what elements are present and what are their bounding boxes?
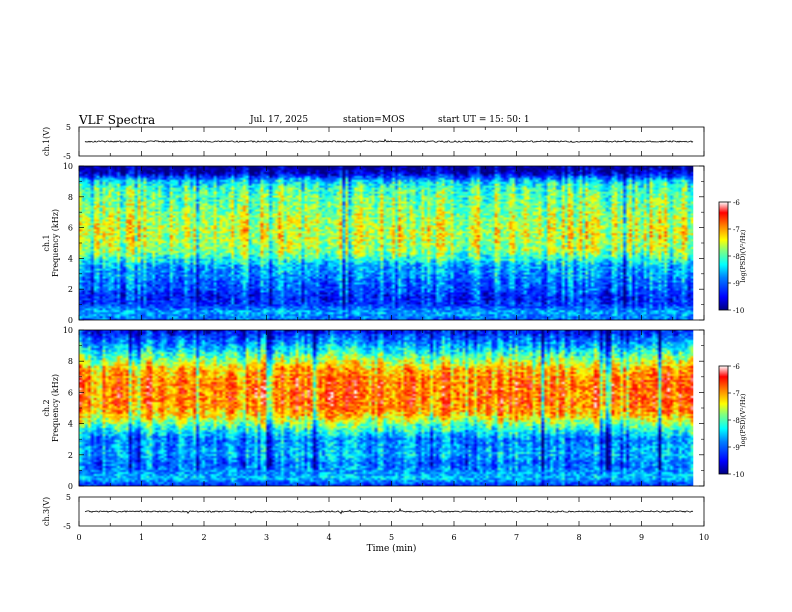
ch1_waveform-ylabel: ch.1(V) — [42, 127, 51, 156]
ch3_waveform-ytick-label: -5 — [63, 522, 71, 531]
ch1_spectrogram-ylabel: Frequency (kHz) — [51, 209, 60, 277]
xtick-label: 1 — [139, 533, 144, 542]
ch2_spectrogram-ytick-label: 8 — [68, 357, 73, 366]
xtick-label: 8 — [576, 533, 581, 542]
xtick-label: 6 — [451, 533, 456, 542]
ch2_spectrogram-cb-tick-label: -8 — [733, 417, 740, 425]
ch2_spectrogram-ytick-label: 4 — [68, 420, 73, 429]
x-axis-label: Time (min) — [367, 543, 417, 554]
ch1_spectrogram-ytick-label: 8 — [68, 193, 73, 202]
xtick-label: 0 — [76, 533, 81, 542]
start-time-label: start UT = 15: 50: 1 — [438, 115, 530, 125]
ch1_spectrogram-blank — [693, 166, 704, 320]
ch1_waveform-ytick-label: 5 — [66, 123, 71, 132]
ch2_spectrogram-cb-tick-label: -9 — [733, 444, 740, 452]
ch1_spectrogram-cb-tick-label: -6 — [733, 199, 740, 207]
ch1_spectrogram-colorbar-label: log(PSD)(V²/Hz) — [739, 229, 747, 282]
ch2_spectrogram-ytick-label: 2 — [68, 451, 73, 460]
ch2_spectrogram-ylabel-channel: ch.2 — [42, 399, 51, 416]
ch3_waveform-trace — [84, 507, 694, 515]
ch2_spectrogram-ytick-label: 0 — [68, 482, 73, 491]
ch1_spectrogram-ytick-label: 0 — [68, 316, 73, 325]
ch3_waveform-ytick-label: 5 — [66, 493, 71, 502]
xtick-label: 5 — [389, 533, 394, 542]
ch2_spectrogram-ytick-label: 6 — [68, 388, 73, 397]
ch1_spectrogram-cb-tick-label: -9 — [733, 280, 740, 288]
ch2_spectrogram-colorbar — [718, 365, 729, 475]
ch1_spectrogram-cb-tick-label: -8 — [733, 253, 740, 261]
station-label: station=MOS — [343, 115, 405, 125]
ch1_waveform-trace — [84, 138, 694, 143]
date-label: Jul. 17, 2025 — [250, 115, 309, 125]
xtick-label: 10 — [699, 533, 709, 542]
ch1_spectrogram-ytick-label: 10 — [63, 162, 73, 171]
ch1_spectrogram-ylabel-channel: ch.1 — [42, 234, 51, 251]
ch1_spectrogram-ytick-label: 6 — [68, 224, 73, 233]
ch2_spectrogram-colorbar-label: log(PSD)(V²/Hz) — [739, 393, 747, 446]
ch2_spectrogram-cb-tick-label: -10 — [733, 471, 744, 479]
ch1_spectrogram-colorbar — [718, 201, 729, 311]
ch1_spectrogram-raster — [79, 166, 694, 320]
ch2_spectrogram-blank — [693, 330, 704, 486]
xtick-label: 2 — [201, 533, 206, 542]
xtick-label: 4 — [326, 533, 331, 542]
xtick-label: 9 — [639, 533, 644, 542]
ch1_spectrogram-ytick-label: 2 — [68, 285, 73, 294]
ch2_spectrogram-raster — [79, 330, 694, 486]
ch1_spectrogram-cb-tick-label: -7 — [733, 226, 740, 234]
ch2_spectrogram-cb-tick-label: -6 — [733, 363, 740, 371]
chart-title: VLF Spectra — [79, 113, 156, 127]
ch1_waveform-ytick-label: -5 — [63, 152, 71, 161]
ch2_spectrogram-cb-tick-label: -7 — [733, 390, 740, 398]
ch1_spectrogram-ytick-label: 4 — [68, 254, 73, 263]
ch3_waveform-ylabel: ch.3(V) — [42, 497, 51, 526]
ch2_spectrogram-ylabel: Frequency (kHz) — [51, 374, 60, 442]
ch1_spectrogram-cb-tick-label: -10 — [733, 307, 744, 315]
xtick-label: 3 — [264, 533, 269, 542]
ch2_spectrogram-ytick-label: 10 — [63, 326, 73, 335]
xtick-label: 7 — [514, 533, 519, 542]
